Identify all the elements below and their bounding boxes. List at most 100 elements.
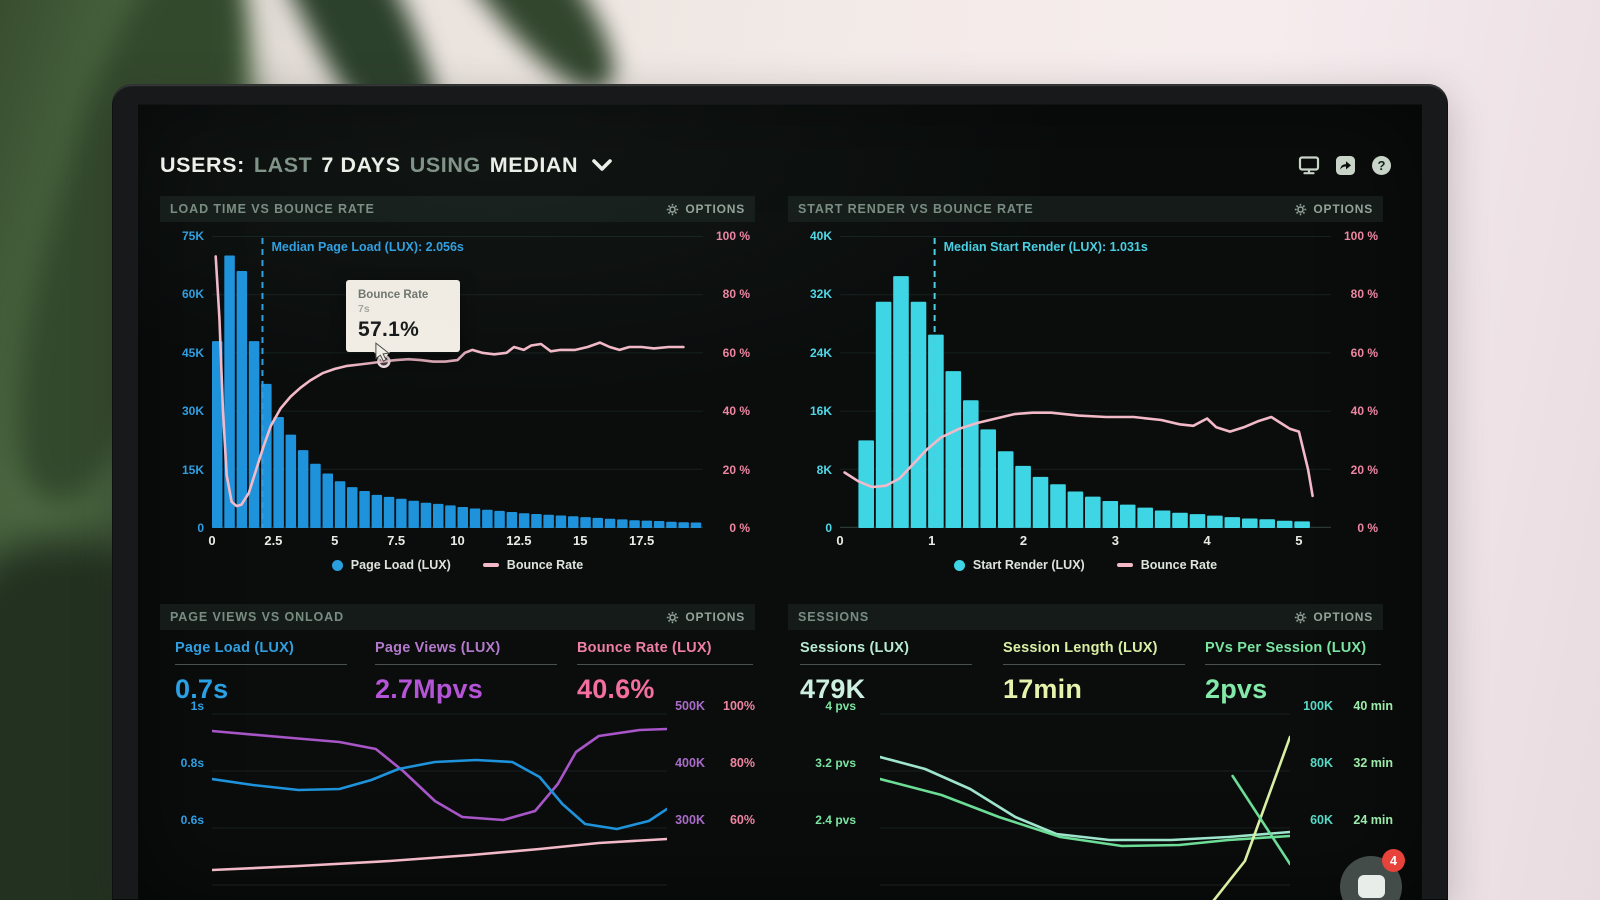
metric-underline [1003,664,1185,665]
axis-label: 32 min [1353,756,1393,770]
metric-range-dropdown[interactable]: USERS: LAST 7 DAYS USING MEDIAN [160,153,613,178]
axis-label: 75K [181,229,204,243]
help-icon[interactable]: ? [1371,155,1392,176]
axis-label: 15K [181,462,204,477]
panel-title: PAGE VIEWS VS ONLOAD [170,610,345,624]
options-button[interactable]: OPTIONS [1294,202,1373,216]
metric-label: Page Load (LUX) [175,640,295,656]
chart-legend: Start Render (LUX) Bounce Rate [788,558,1383,572]
x-tick-label: 12.5 [506,533,532,548]
title-segment: LAST [253,152,313,177]
load-time-chart[interactable]: Median Page Load (LUX): 2.056s [212,236,703,528]
legend-item[interactable]: Bounce Rate [1116,558,1218,572]
y-axis-left: 75K 60K 45K 30K 15K 0 [160,229,204,535]
title-segment: MEDIAN [489,152,579,177]
axis-label: 20 % [1350,462,1378,477]
options-button[interactable]: OPTIONS [1294,610,1373,624]
axis-label: 300K [675,813,705,827]
legend-label: Bounce Rate [1140,558,1218,572]
dashboard-screen: USERS: LAST 7 DAYS USING MEDIAN [138,104,1422,900]
gear-icon [1295,611,1307,623]
y-axis-right: 500K 400K 300K 100% 80% 60% [665,699,755,827]
metric-bounce-rate: Bounce Rate (LUX) 40.6% [577,640,753,705]
mouse-cursor-icon [375,342,390,362]
legend-label: Start Render (LUX) [972,558,1085,572]
x-axis: 0 2.5 5 7.5 10 12.5 15 17.5 [208,533,703,549]
axis-label: 24 min [1353,813,1393,827]
axis-label: 16K [809,404,832,419]
metric-value: 17min [1003,674,1083,704]
options-button[interactable]: OPTIONS [666,202,745,216]
metric-underline [175,664,347,665]
title-segment: 7 DAYS [321,152,401,177]
metric-value: 40.6% [577,674,655,704]
y-axis-left: 4 pvs 3.2 pvs 2.4 pvs [794,699,856,827]
y-axis-col-pageviews: 500K 400K 300K [665,699,705,827]
svg-text:Median Page Load (LUX): 2.056s: Median Page Load (LUX): 2.056s [271,240,463,254]
axis-label: 24K [809,345,832,360]
legend-marker [331,559,343,571]
axis-label: 80 % [1350,287,1378,302]
axis-label: 60 % [722,345,750,360]
monitor-icon[interactable] [1298,155,1320,175]
sessions-chart[interactable] [880,704,1290,900]
axis-label: 60K [1310,813,1333,827]
legend-item[interactable]: Start Render (LUX) [953,558,1085,572]
laptop-bezel: USERS: LAST 7 DAYS USING MEDIAN [112,84,1448,900]
gear-icon [1295,203,1307,215]
tooltip-bin: 7s [358,303,370,315]
axis-label: 0 % [729,521,750,535]
panel-header: PAGE VIEWS VS ONLOAD OPTIONS [160,604,755,630]
chart-legend: Page Load (LUX) Bounce Rate [160,558,755,572]
axis-label: 100% [723,699,755,713]
options-label: OPTIONS [685,610,745,624]
axis-label: 0 [825,521,832,535]
axis-label: 30K [181,404,204,419]
legend-label: Page Load (LUX) [350,558,451,572]
axis-label: 0.8s [180,756,204,770]
x-tick-label: 7.5 [387,533,406,548]
metric-underline [375,664,557,665]
options-button[interactable]: OPTIONS [666,610,745,624]
axis-label: 400K [675,756,705,770]
axis-label: 32K [809,287,832,302]
panel-load-time-vs-bounce-rate: LOAD TIME VS BOUNCE RATE OPTIONS 75K 60K 4… [160,196,755,588]
tooltip-value: 57.1% [358,318,420,341]
page-views-chart[interactable] [212,704,667,900]
y-axis-right: 100 % 80 % 60 % 40 % 20 % 0 % [1332,229,1378,535]
panel-title: LOAD TIME VS BOUNCE RATE [170,202,375,216]
metric-value: 0.7s [175,674,229,704]
panel-header: SESSIONS OPTIONS [788,604,1383,630]
chart-tooltip: Bounce Rate 7s 57.1% [346,280,460,361]
y-axis-col-sessions: 100K 80K 60K [1289,699,1333,827]
metric-label: PVs Per Session (LUX) [1205,640,1367,656]
metrics-row: Page Load (LUX) 0.7s Page Views (LUX) 2.… [160,640,755,712]
x-tick-label: 0 [836,533,844,548]
legend-item[interactable]: Page Load (LUX) [331,558,451,572]
metric-pvs-per-session: PVs Per Session (LUX) 2pvs [1205,640,1381,705]
axis-label: 45K [181,345,204,360]
axis-label: 3.2 pvs [815,756,856,770]
metric-underline [577,664,753,665]
y-axis-col-bounce: 100% 80% 60% [715,699,755,827]
start-render-chart[interactable]: Median Start Render (LUX): 1.031s [840,236,1331,528]
axis-label: 40 % [722,404,750,419]
gear-icon [667,203,679,215]
chat-launcher-button[interactable]: 4 [1340,849,1405,900]
metric-value: 2.7Mpvs [375,674,483,704]
panel-title: START RENDER VS BOUNCE RATE [798,202,1034,216]
share-icon[interactable] [1335,155,1356,176]
axis-label: 100 % [715,229,750,243]
metric-label: Page Views (LUX) [375,640,501,656]
x-tick-label: 10 [450,533,465,548]
header-toolbar: ? [1298,155,1392,176]
legend-item[interactable]: Bounce Rate [482,558,583,572]
metric-session-length: Session Length (LUX) 17min [1003,640,1185,705]
panel-header: LOAD TIME VS BOUNCE RATE OPTIONS [160,196,755,222]
axis-label: 0 % [1357,521,1378,535]
axis-label: 100K [1303,699,1333,713]
axis-label: 0 [197,521,204,535]
legend-marker [1116,563,1133,567]
options-label: OPTIONS [1313,610,1373,624]
